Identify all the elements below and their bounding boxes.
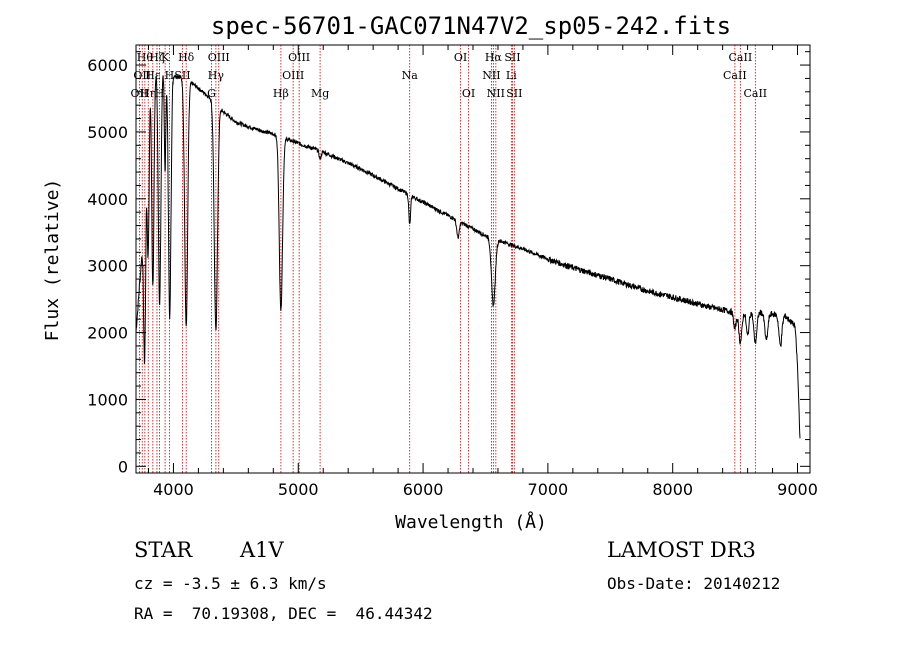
spectral-subclass: A1V xyxy=(240,538,284,562)
line-marker-label: Mg xyxy=(311,87,329,100)
spectrum-chart: spec-56701-GAC071N47V2_sp05-242.fits Wav… xyxy=(42,12,818,533)
line-marker-label: SII xyxy=(504,51,520,64)
line-marker-label: OIII xyxy=(208,51,230,64)
y-tick-label: 0 xyxy=(118,457,128,476)
line-marker-label: Hη xyxy=(140,87,156,100)
line-markers xyxy=(138,45,756,473)
line-marker-label: Hδ xyxy=(178,51,195,64)
line-marker-label: Hα xyxy=(485,51,503,64)
line-marker-label: CaII xyxy=(729,51,753,64)
line-marker-label: OIII xyxy=(288,51,310,64)
chart-title: spec-56701-GAC071N47V2_sp05-242.fits xyxy=(211,12,731,40)
line-marker-label: NII xyxy=(487,87,505,100)
y-tick-label: 6000 xyxy=(87,56,128,75)
x-tick-label: 6000 xyxy=(403,480,444,499)
x-axis-label: Wavelength (Å) xyxy=(395,511,547,533)
plot-frame xyxy=(135,44,811,474)
y-axis-label: Flux (relative) xyxy=(42,179,63,342)
obs-date: Obs-Date: 20140212 xyxy=(607,574,781,593)
line-marker-label: H xyxy=(165,69,175,82)
line-marker-label: OI xyxy=(454,51,467,64)
line-marker-label: K xyxy=(161,51,170,64)
line-marker-label: OI xyxy=(462,87,475,100)
line-marker-label: Li xyxy=(506,69,517,82)
line-marker-label: SII xyxy=(506,87,522,100)
x-tick-label: 8000 xyxy=(652,480,693,499)
line-marker-label: Hγ xyxy=(208,69,225,82)
line-marker-label: Hζ xyxy=(149,51,165,64)
y-tick-label: 5000 xyxy=(87,123,128,142)
line-marker-label: SII xyxy=(174,69,190,82)
y-tick-label: 2000 xyxy=(87,324,128,343)
x-tick-label: 5000 xyxy=(278,480,319,499)
x-tick-label: 9000 xyxy=(777,480,818,499)
coordinates: RA = 70.19308, DEC = 46.44342 xyxy=(134,604,433,623)
line-marker-label: G xyxy=(207,87,216,100)
x-tick-label: 7000 xyxy=(528,480,569,499)
line-marker-label: OII xyxy=(131,87,149,100)
object-type: STAR xyxy=(134,538,193,562)
spectrum-line xyxy=(135,74,801,439)
line-marker-label: Hβ xyxy=(273,87,289,100)
line-marker-label: Hθ xyxy=(137,51,154,64)
axis-ticks xyxy=(136,45,810,473)
redshift-text: cz = -3.5 ± 6.3 km/s xyxy=(134,574,327,593)
line-marker-label: H xyxy=(155,87,165,100)
line-marker-label: CaII xyxy=(723,69,747,82)
line-marker-label: Na xyxy=(402,69,419,82)
line-marker-label: CaII xyxy=(743,87,767,100)
x-tick-label: 4000 xyxy=(153,480,194,499)
line-marker-label: NII xyxy=(482,69,500,82)
line-marker-label: Hε xyxy=(145,69,161,82)
survey-name: LAMOST DR3 xyxy=(607,538,756,562)
y-tick-label: 1000 xyxy=(87,390,128,409)
y-tick-label: 3000 xyxy=(87,257,128,276)
line-marker-label: OIII xyxy=(282,69,304,82)
axis-tick-labels: 4000 5000 6000 7000 8000 9000 0 1000 2000 3000 400… xyxy=(87,56,818,499)
y-tick-label: 4000 xyxy=(87,190,128,209)
